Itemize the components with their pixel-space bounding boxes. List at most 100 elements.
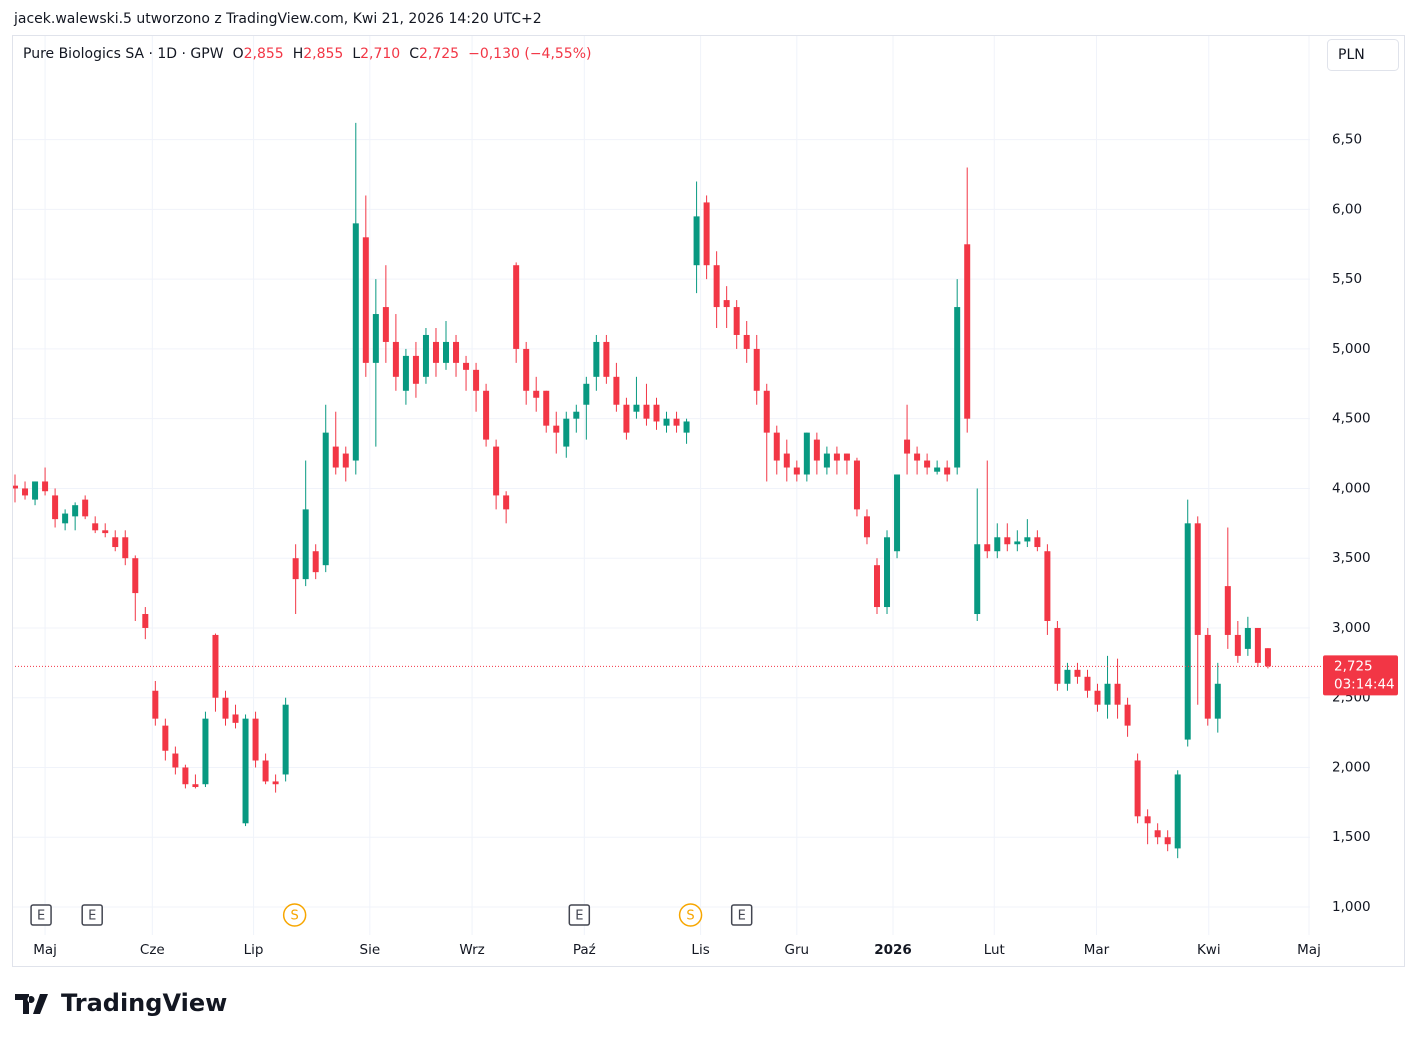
candle-body (162, 725, 169, 751)
candle-body (833, 453, 840, 461)
legend-change: −0,130 (−4,55%) (468, 46, 591, 62)
event-marker (282, 903, 307, 927)
event-label: E (575, 909, 583, 924)
x-tick-label: Lip (244, 942, 264, 958)
candle-body (52, 495, 59, 520)
candle-body (1024, 537, 1031, 542)
candle-body (633, 404, 640, 412)
candle-body (1214, 683, 1221, 719)
event-marker (30, 904, 52, 926)
x-tick-label: Cze (140, 942, 165, 958)
candle-body (904, 439, 911, 454)
countdown: 03:14:44 (1334, 676, 1395, 692)
currency-button[interactable] (1327, 39, 1399, 71)
candle-body (1154, 830, 1161, 838)
candle-body (773, 432, 780, 461)
candle-body (1034, 537, 1041, 548)
candle-body (1174, 774, 1181, 849)
candle-body (22, 488, 29, 496)
candle-body (1164, 837, 1171, 845)
x-tick-label: Wrz (459, 942, 484, 958)
y-tick-label: 4,000 (1332, 480, 1371, 496)
candle-body (813, 439, 820, 461)
candle-body (172, 753, 179, 768)
candle-body (753, 348, 760, 391)
candle-body (332, 446, 339, 468)
candle-body (1204, 634, 1211, 719)
candle-body (102, 530, 109, 534)
y-tick-label: 4,500 (1332, 411, 1371, 427)
candle-body (934, 467, 941, 472)
candle-body (392, 341, 399, 377)
candle-body (954, 307, 961, 468)
y-tick-label: 1,500 (1332, 829, 1371, 845)
candle-body (894, 474, 901, 552)
candle-body (613, 376, 620, 405)
legend-key: L (352, 46, 360, 62)
x-tick-label: Paź (573, 942, 596, 958)
plot (12, 35, 1322, 935)
candle-body (1094, 690, 1101, 705)
last-price-box (1323, 655, 1398, 696)
y-tick-label: 5,50 (1332, 271, 1362, 287)
candle-body (362, 237, 369, 363)
candle-body (803, 432, 810, 475)
candle-body (152, 690, 159, 719)
candle-body (723, 300, 730, 308)
last-price-label: 2,725 (1334, 658, 1373, 674)
x-tick-label: Mar (1084, 942, 1110, 958)
candle-body (793, 467, 800, 475)
candle-body (1104, 683, 1111, 705)
candle-body (202, 718, 209, 785)
candle-body (1244, 627, 1251, 649)
candle-body (1084, 676, 1091, 691)
candle-body (142, 614, 149, 628)
candle-body (82, 499, 89, 517)
candle-body (994, 537, 1001, 552)
candle-body (282, 704, 289, 775)
candle-body (944, 467, 951, 475)
candle-body (302, 509, 309, 580)
candle-body (863, 516, 870, 538)
candle-body (1124, 704, 1131, 726)
candle-body (232, 714, 239, 723)
x-tick-label: Maj (1297, 942, 1321, 958)
candle-body (873, 565, 880, 608)
y-tick-label: 6,50 (1332, 132, 1362, 148)
candle-body (1254, 627, 1261, 663)
candle-body (533, 390, 540, 398)
candle-body (1224, 586, 1231, 635)
legend: Pure Biologics SA · 1D · GPW O2,855 H2,855… (23, 46, 591, 62)
candle-body (1184, 523, 1191, 740)
candle-body (402, 355, 409, 391)
candle-body (853, 460, 860, 510)
candle-body (443, 341, 450, 363)
candle-body (673, 418, 680, 426)
x-tick-label: Lis (691, 942, 709, 958)
event-marker (730, 904, 753, 926)
legend-value: 2,855 (244, 46, 284, 62)
candle-body (743, 334, 750, 349)
candle-body (122, 537, 129, 559)
candle-body (1144, 816, 1151, 824)
candle-body (1264, 648, 1271, 667)
x-tick-label: Lut (984, 942, 1005, 958)
y-tick-label: 3,000 (1332, 620, 1371, 636)
candle-body (32, 481, 39, 500)
candle-body (262, 760, 269, 782)
candle-body (884, 537, 891, 608)
legend-symbol: Pure Biologics SA · 1D · GPW (23, 46, 224, 62)
candle-body (252, 718, 259, 761)
candle-body (453, 341, 460, 363)
candle-body (553, 425, 560, 433)
candle-body (463, 362, 470, 370)
candle-body (974, 544, 981, 615)
candle-body (212, 634, 219, 698)
candle-body (483, 390, 490, 440)
candle-body (623, 404, 630, 433)
y-tick-label: 6,00 (1332, 201, 1362, 217)
candle-body (663, 418, 670, 426)
candle-body (222, 697, 229, 719)
candle-body (1134, 760, 1141, 817)
